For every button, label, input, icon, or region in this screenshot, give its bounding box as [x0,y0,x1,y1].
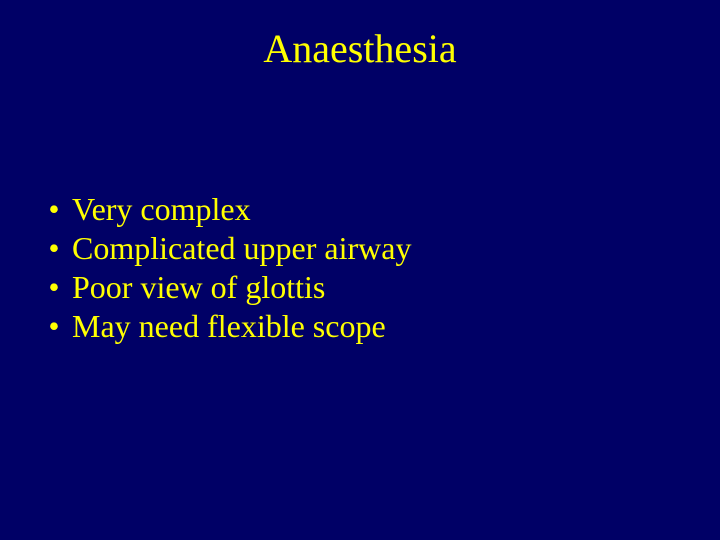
list-item-text: May need flexible scope [72,307,386,346]
bullet-icon: • [36,268,72,307]
list-item: • Poor view of glottis [36,268,411,307]
list-item: • Very complex [36,190,411,229]
bullet-icon: • [36,190,72,229]
list-item: • Complicated upper airway [36,229,411,268]
list-item-text: Very complex [72,190,251,229]
bullet-icon: • [36,229,72,268]
slide-title: Anaesthesia [0,25,720,72]
slide: Anaesthesia • Very complex • Complicated… [0,0,720,540]
bullet-icon: • [36,307,72,346]
bullet-list: • Very complex • Complicated upper airwa… [36,190,411,346]
list-item-text: Poor view of glottis [72,268,325,307]
list-item: • May need flexible scope [36,307,411,346]
list-item-text: Complicated upper airway [72,229,411,268]
